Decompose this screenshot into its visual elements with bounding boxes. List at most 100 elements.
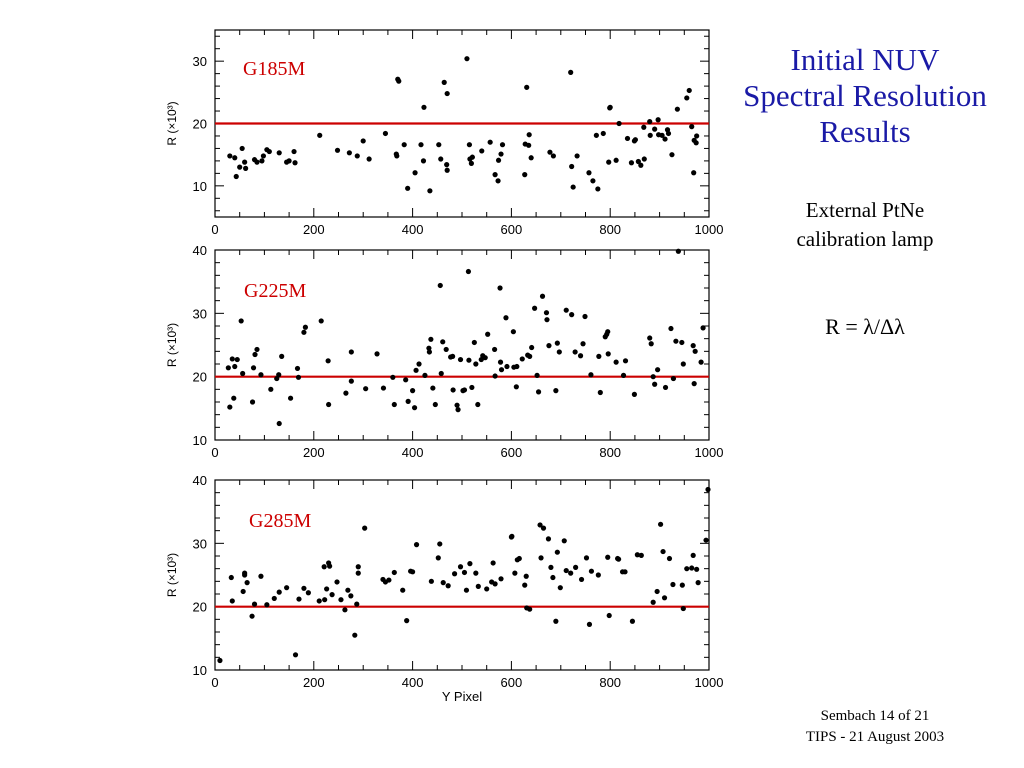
data-point <box>440 580 446 586</box>
data-point <box>606 159 612 165</box>
data-point <box>242 159 248 165</box>
data-point <box>597 389 603 396</box>
data-point <box>605 554 611 560</box>
x-axis-label: Y Pixel <box>442 689 482 704</box>
x-tick-label: 200 <box>303 222 325 237</box>
data-point <box>229 356 235 362</box>
data-point <box>321 564 327 570</box>
data-point <box>444 90 450 97</box>
data-point <box>574 153 580 159</box>
data-point <box>662 136 668 142</box>
data-point <box>554 549 560 555</box>
slide-subtitle: External PtNe calibration lamp <box>730 196 1000 254</box>
data-point <box>580 341 586 347</box>
data-point <box>324 586 330 592</box>
data-point <box>606 612 612 619</box>
footer-slide-number: Sembach 14 of 21 <box>820 708 930 724</box>
data-point <box>360 138 366 144</box>
data-point <box>577 353 584 359</box>
data-point <box>390 374 396 380</box>
data-point <box>607 104 613 110</box>
data-point <box>334 579 340 585</box>
data-point <box>569 312 575 318</box>
y-tick-label: 10 <box>193 179 207 194</box>
data-point <box>348 378 354 384</box>
data-point <box>227 153 233 159</box>
data-point <box>666 555 673 562</box>
data-point <box>526 142 532 148</box>
data-point <box>538 555 544 561</box>
data-point <box>648 341 654 347</box>
data-point <box>596 353 602 359</box>
data-point <box>279 353 285 359</box>
data-point <box>355 564 361 570</box>
data-point <box>229 598 235 604</box>
data-point <box>276 372 282 378</box>
data-point <box>647 335 653 341</box>
data-point <box>679 582 685 588</box>
y-tick-label: 30 <box>193 536 207 551</box>
data-point <box>422 372 428 378</box>
data-point <box>305 590 311 596</box>
data-point <box>570 184 576 190</box>
y-tick-label: 30 <box>193 306 207 321</box>
data-point <box>647 132 653 138</box>
slide-subtitle-line-2: calibration lamp <box>796 227 934 251</box>
y-tick-label: 40 <box>193 473 207 488</box>
data-point <box>327 563 333 569</box>
data-point <box>613 157 619 163</box>
x-tick-label: 1000 <box>695 445 724 460</box>
data-point <box>600 130 606 137</box>
data-point <box>673 338 679 344</box>
data-point <box>284 585 290 591</box>
data-point <box>258 573 264 579</box>
data-point <box>396 78 402 84</box>
data-point <box>705 486 711 493</box>
data-point <box>524 84 530 90</box>
data-point <box>405 398 411 404</box>
data-point <box>468 160 474 166</box>
x-tick-label: 400 <box>402 675 424 690</box>
data-point <box>291 148 297 155</box>
data-point <box>492 373 498 379</box>
data-point <box>686 87 692 94</box>
data-point <box>679 339 685 346</box>
data-point <box>484 586 490 592</box>
data-point <box>568 69 574 75</box>
data-point <box>348 349 354 355</box>
plot-frame <box>214 479 710 671</box>
data-point <box>471 339 477 346</box>
data-point <box>622 569 628 575</box>
data-point <box>242 570 248 576</box>
data-point <box>692 348 698 354</box>
x-tick-label: 200 <box>303 445 325 460</box>
data-point <box>404 618 410 624</box>
data-point <box>492 581 498 587</box>
grating-label: G285M <box>249 510 311 532</box>
data-point <box>354 153 360 159</box>
grating-label: G185M <box>243 58 305 80</box>
data-point <box>622 358 629 364</box>
data-point <box>301 329 307 335</box>
data-point <box>228 574 234 581</box>
data-point <box>544 317 550 323</box>
data-point <box>345 587 351 593</box>
data-point <box>475 583 481 590</box>
data-point <box>466 142 473 148</box>
data-point <box>550 153 556 159</box>
data-point <box>527 606 533 612</box>
data-point <box>366 156 372 162</box>
data-point <box>259 158 265 164</box>
data-point <box>426 349 432 355</box>
data-point <box>354 601 360 607</box>
data-point <box>586 170 592 176</box>
data-point <box>380 385 387 391</box>
data-point <box>595 572 601 578</box>
data-point <box>382 130 389 137</box>
chart-panel-1: 0 200 400 600 800 1000 10 20 30 R (×10³) G185M <box>165 29 723 237</box>
data-point <box>461 569 468 576</box>
data-point <box>234 356 240 363</box>
x-tick-label: 400 <box>402 222 424 237</box>
data-point <box>526 132 532 138</box>
data-point <box>302 324 309 330</box>
